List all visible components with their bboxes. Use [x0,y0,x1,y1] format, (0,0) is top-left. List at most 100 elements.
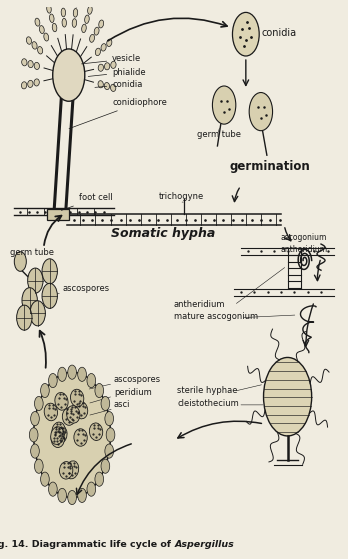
Circle shape [95,383,104,397]
Text: germination: germination [229,160,310,173]
Circle shape [106,428,115,442]
Ellipse shape [90,35,95,42]
Ellipse shape [74,0,79,7]
Ellipse shape [52,422,65,440]
Ellipse shape [49,14,54,22]
Ellipse shape [107,39,112,46]
Ellipse shape [66,461,79,479]
Text: vesicle: vesicle [81,54,141,64]
Text: Aspergillus: Aspergillus [175,540,235,549]
Ellipse shape [99,20,104,28]
Ellipse shape [74,401,88,419]
Circle shape [212,86,236,124]
Circle shape [42,259,57,284]
Ellipse shape [44,33,49,41]
Ellipse shape [62,18,66,27]
Circle shape [58,489,66,503]
Text: foot cell: foot cell [61,193,112,210]
Ellipse shape [73,8,78,17]
Text: Fig. 14. Diagrammatic life cycle of: Fig. 14. Diagrammatic life cycle of [0,540,174,549]
Circle shape [41,383,49,397]
Text: mature ascogonium: mature ascogonium [174,312,258,321]
Text: sterile hyphae: sterile hyphae [177,386,238,395]
Circle shape [22,288,37,312]
Text: asci: asci [114,400,130,409]
Ellipse shape [72,18,77,27]
Ellipse shape [22,59,27,66]
Ellipse shape [74,429,87,446]
Ellipse shape [28,60,33,68]
Circle shape [249,93,272,131]
Ellipse shape [60,462,73,479]
Circle shape [87,482,96,496]
Ellipse shape [55,392,68,410]
Ellipse shape [35,18,40,26]
Ellipse shape [88,6,92,15]
Ellipse shape [60,0,65,7]
Circle shape [232,12,259,56]
Circle shape [34,372,111,498]
Circle shape [31,411,39,426]
Text: Somatic hypha: Somatic hypha [111,227,215,240]
Ellipse shape [94,27,99,35]
Circle shape [48,482,57,496]
Text: germ tube: germ tube [10,248,54,257]
Text: antheridium: antheridium [174,300,226,309]
Circle shape [34,396,43,411]
Ellipse shape [32,42,37,49]
Ellipse shape [44,403,57,421]
Ellipse shape [61,8,65,17]
Circle shape [30,301,45,326]
Circle shape [14,252,26,271]
Text: conidia: conidia [95,80,143,89]
Ellipse shape [38,46,43,54]
Circle shape [42,283,57,309]
Ellipse shape [101,44,106,51]
Circle shape [48,373,57,387]
Ellipse shape [98,80,103,88]
Ellipse shape [51,430,64,448]
Text: peridium: peridium [114,387,152,396]
Ellipse shape [34,79,39,86]
Circle shape [101,396,110,411]
Circle shape [105,444,113,458]
Ellipse shape [62,408,76,425]
FancyBboxPatch shape [47,209,69,220]
Ellipse shape [89,423,103,440]
Circle shape [53,49,85,101]
Ellipse shape [28,80,33,87]
Ellipse shape [104,83,110,89]
Ellipse shape [51,427,64,444]
Ellipse shape [26,37,32,44]
Ellipse shape [39,26,44,34]
Circle shape [41,472,49,486]
Circle shape [87,373,96,387]
Text: ascospores: ascospores [62,285,109,293]
Circle shape [101,459,110,473]
Ellipse shape [22,82,27,89]
Circle shape [34,459,43,473]
Text: ascospores: ascospores [114,375,161,384]
Circle shape [68,490,77,505]
Ellipse shape [66,406,80,423]
Ellipse shape [82,24,86,32]
Ellipse shape [34,63,39,69]
Text: ascogonium: ascogonium [281,233,327,242]
Circle shape [17,305,32,330]
Ellipse shape [85,15,89,23]
Circle shape [58,367,66,381]
Circle shape [95,472,104,486]
Text: antheridium: antheridium [281,245,328,254]
Text: phialide: phialide [88,68,146,77]
Text: cleistothecium: cleistothecium [177,399,239,408]
Circle shape [263,357,312,436]
Text: conidia: conidia [262,28,296,38]
Circle shape [105,411,113,426]
Ellipse shape [111,84,116,92]
Text: germ tube: germ tube [197,130,242,139]
Ellipse shape [111,61,116,68]
Circle shape [29,428,38,442]
Ellipse shape [52,23,57,32]
Text: trichogyne: trichogyne [159,192,204,201]
Ellipse shape [104,63,110,70]
